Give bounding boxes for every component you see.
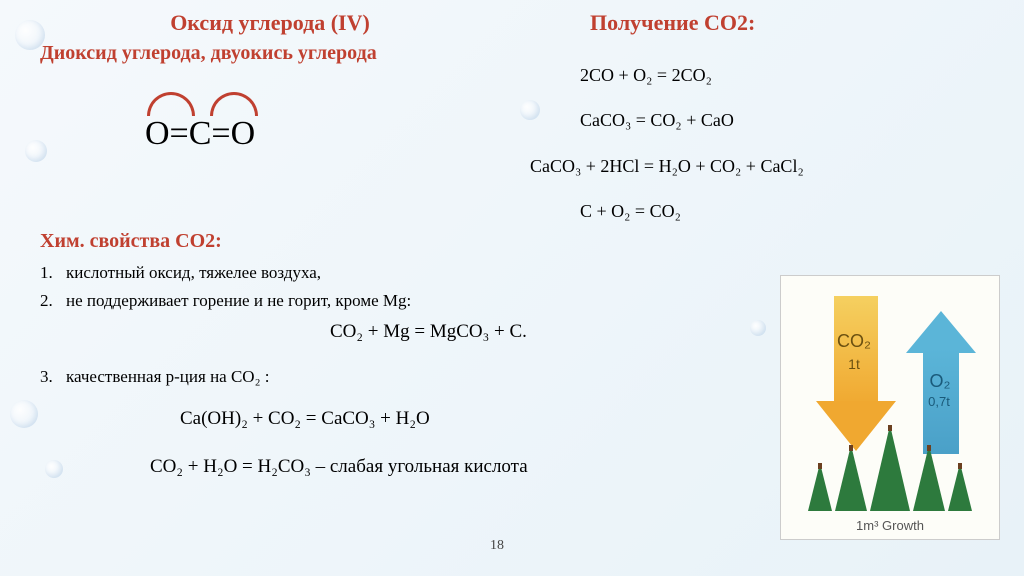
resonance-arc-right [210,92,258,116]
page-number: 18 [490,538,504,554]
bubble-deco [750,320,766,336]
title-obtaining: Получение CO2: [590,10,755,36]
trees-row [781,421,999,511]
equation-1: 2CO + O₂ = 2CO₂ [580,55,804,96]
title-carbon-oxide: Оксид углерода (IV) [100,10,440,36]
property-1-text: кислотный оксид, тяжелее воздуха, [66,263,321,282]
co2-arrow-label: CO₂ [824,331,884,353]
subtitle-dioxide: Диоксид углерода, двуокись углерода [40,42,377,65]
bubble-deco [520,100,540,120]
property-3-equation-2: CO₂ + H₂O = H₂CO₃ – слабая угольная кисл… [150,452,528,481]
tree-icon [913,445,945,511]
property-2-text: не поддерживает горение и не горит, кром… [66,291,411,310]
o2-arrow-label: O₂ [915,371,965,393]
preparation-equations: 2CO + O₂ = 2CO₂ CaCO₃ = CO₂ + CaO CaCO₃ … [580,55,804,237]
o2-arrow-value: 0,7t [911,394,967,410]
property-2-equation: CO₂ + Mg = MgCO₃ + C. [330,317,528,346]
co2-o2-diagram: CO₂ 1t O₂ 0,7t 1m³ Growth [780,275,1000,540]
chemical-properties-list: 1.кислотный оксид, тяжелее воздуха, 2.не… [40,260,528,481]
property-item-1: 1.кислотный оксид, тяжелее воздуха, [40,260,528,286]
property-3-equation-1: Ca(OH)₂ + CO₂ = CaCO₃ + H₂O [180,404,528,433]
structural-formula: O=C=O [145,115,255,153]
tree-icon [835,445,867,511]
property-3-text: качественная р-ция на CO₂ : [66,367,269,386]
co2-arrow-value: 1t [824,356,884,373]
bubble-deco [25,140,47,162]
property-item-2: 2.не поддерживает горение и не горит, кр… [40,288,528,314]
bubble-deco [10,400,38,428]
tree-icon [870,425,910,511]
equation-4: C + O₂ = CO₂ [580,191,804,232]
property-item-3: 3.качественная р-ция на CO₂ : [40,364,528,390]
chemical-properties-title: Хим. свойства CO2: [40,230,222,253]
equation-3: CaCO₃ + 2HCl = H₂O + CO₂ + CaCl₂ [530,146,804,187]
resonance-arc-left [147,92,195,116]
equation-2: CaCO₃ = CO₂ + CaO [580,100,804,141]
tree-icon [808,463,832,511]
tree-icon [948,463,972,511]
growth-caption: 1m³ Growth [781,518,999,533]
